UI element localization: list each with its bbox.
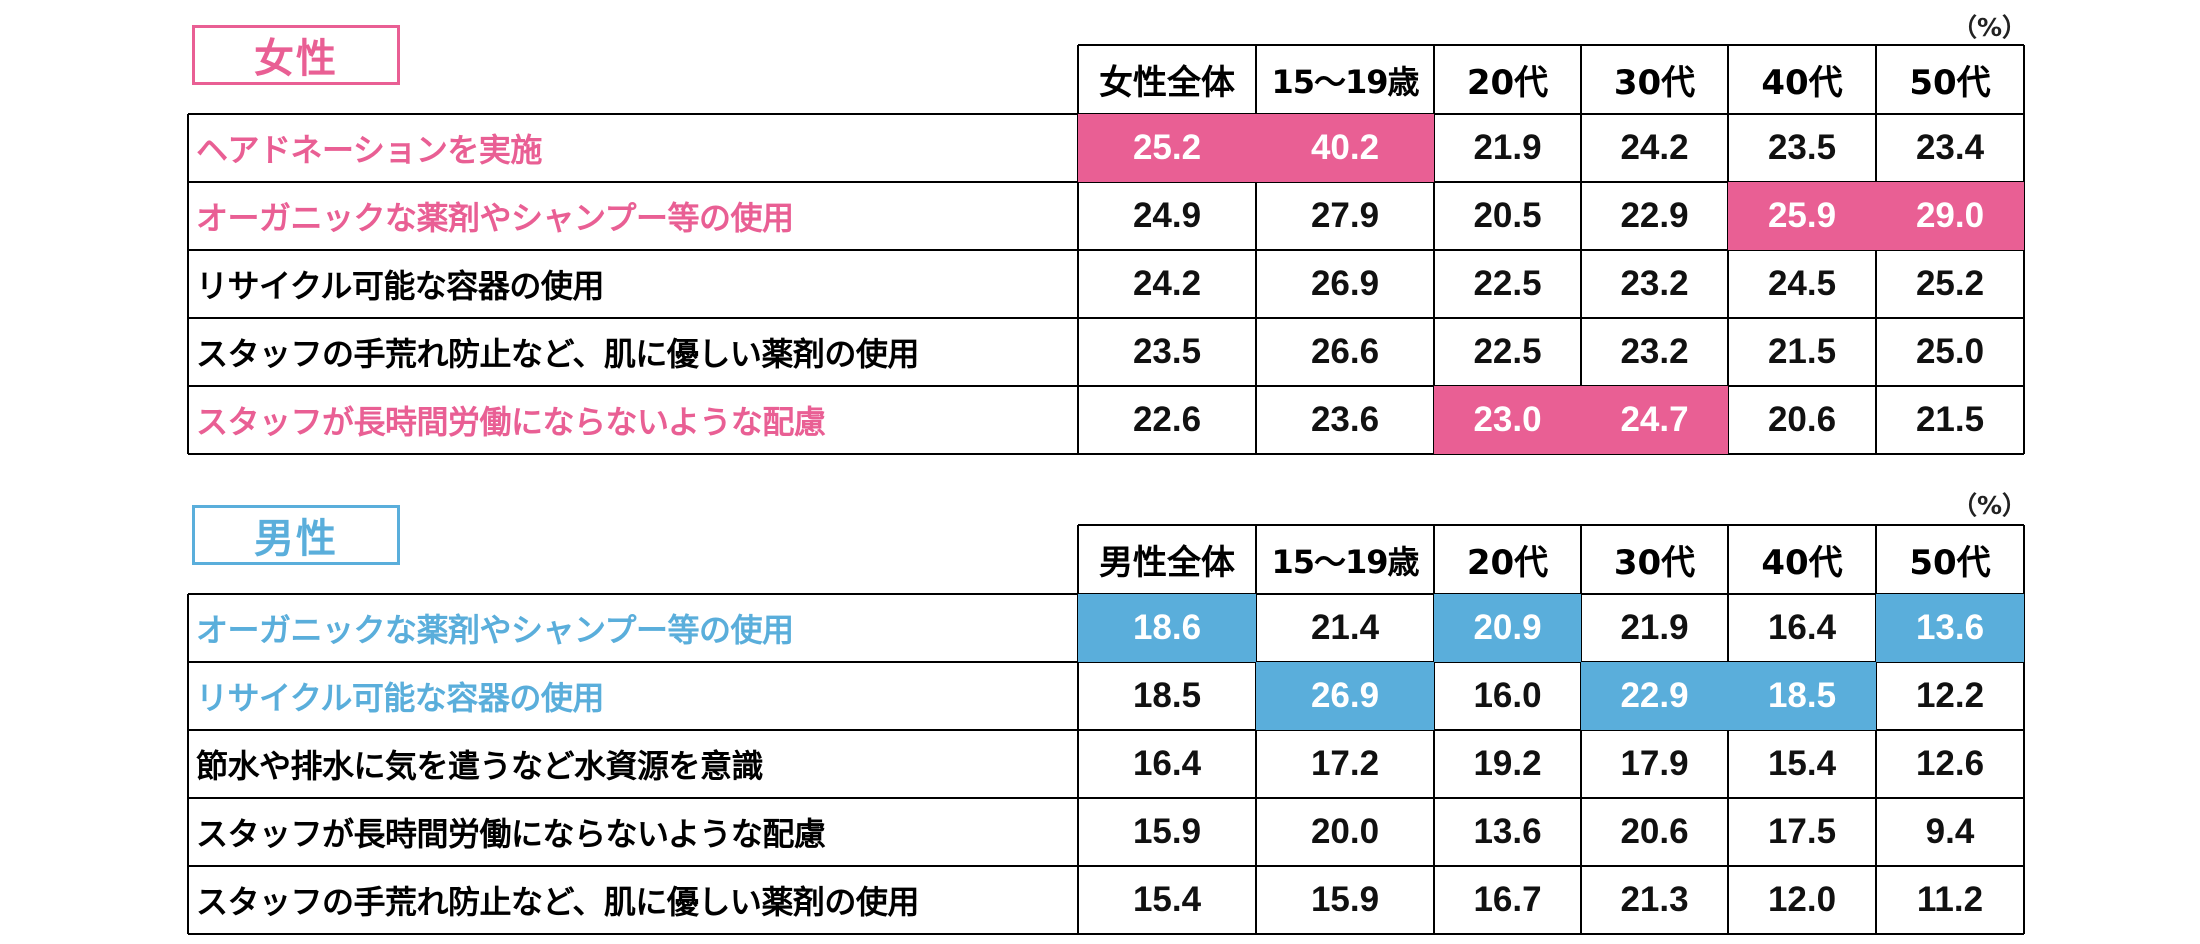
female-row-label: オーガニックな薬剤やシャンプー等の使用 [196, 199, 794, 237]
female-value-cell: 23.2 [1620, 264, 1689, 303]
female-value-cell: 22.5 [1473, 332, 1542, 371]
female-value-cell: 23.5 [1767, 128, 1837, 167]
male-value-cell: 21.3 [1620, 880, 1689, 919]
female-row-label: リサイクル可能な容器の使用 [196, 267, 604, 305]
male-value-cell: 17.9 [1620, 744, 1689, 783]
male-value-cell: 22.9 [1581, 662, 1728, 730]
male-value-cell: 16.4 [1767, 608, 1837, 647]
female-column-header: 20代 [1466, 63, 1549, 103]
male-value-cell: 20.9 [1434, 594, 1581, 662]
male-value-cell: 18.5 [1728, 662, 1876, 730]
female-value-cell: 25.2 [1915, 264, 1985, 303]
male-column-header: 15～19歳 [1271, 542, 1419, 581]
male-row-label: スタッフの手荒れ防止など、肌に優しい薬剤の使用 [196, 883, 919, 921]
male-value-cell: 12.0 [1767, 880, 1837, 919]
female-value-cell: 21.9 [1473, 128, 1542, 167]
female-value-cell: 27.9 [1310, 196, 1380, 235]
female-value-cell: 26.6 [1310, 332, 1380, 371]
female-value-cell: 22.5 [1473, 264, 1542, 303]
male-value-cell: 16.0 [1473, 676, 1542, 715]
male-column-header: 50代 [1909, 543, 1991, 583]
male-row-label: スタッフが長時間労働にならないような配慮 [196, 815, 826, 853]
female-value-cell: 23.0 [1434, 386, 1581, 454]
female-column-header: 40代 [1761, 63, 1843, 103]
female-row-label: スタッフが長時間労働にならないような配慮 [196, 403, 826, 441]
male-row-label: オーガニックな薬剤やシャンプー等の使用 [196, 611, 794, 649]
male-value-cell: 20.6 [1620, 812, 1689, 851]
male-value-cell: 21.9 [1620, 608, 1689, 647]
male-value-cell: 13.6 [1876, 594, 2024, 662]
female-value-cell: 23.6 [1310, 400, 1380, 439]
female-column-header: 女性全体 [1099, 63, 1235, 103]
female-value-cell: 29.0 [1876, 182, 2024, 250]
female-column-header: 30代 [1613, 63, 1696, 103]
female-row-label: ヘアドネーションを実施 [196, 131, 542, 169]
female-value-cell: 24.7 [1581, 386, 1728, 454]
male-value-cell: 11.2 [1916, 880, 1984, 919]
male-value-cell: 12.6 [1915, 744, 1985, 783]
male-value-cell: 18.6 [1078, 594, 1256, 662]
female-value-cell: 20.5 [1473, 196, 1542, 235]
male-value-cell: 9.4 [1925, 812, 1975, 851]
male-column-header: 20代 [1466, 543, 1549, 583]
female-value-cell: 25.2 [1078, 114, 1256, 182]
male-value-cell: 16.4 [1132, 744, 1202, 783]
male-value-cell: 20.0 [1310, 812, 1380, 851]
female-section-title: 女性 [192, 25, 400, 85]
male-value-cell: 16.7 [1473, 880, 1542, 919]
male-row-label: リサイクル可能な容器の使用 [196, 679, 604, 717]
male-value-cell: 15.9 [1132, 812, 1202, 851]
male-column-header: 男性全体 [1099, 543, 1235, 583]
male-value-cell: 13.6 [1473, 812, 1542, 851]
female-column-header: 15～19歳 [1271, 62, 1419, 101]
female-row-label: スタッフの手荒れ防止など、肌に優しい薬剤の使用 [196, 335, 919, 373]
male-column-header: 40代 [1761, 543, 1843, 583]
male-value-cell: 15.4 [1767, 744, 1837, 783]
female-value-cell: 40.2 [1256, 114, 1434, 182]
male-value-cell: 15.4 [1132, 880, 1202, 919]
female-column-header: 50代 [1909, 63, 1991, 103]
male-value-cell: 26.9 [1256, 662, 1434, 730]
male-unit-label: （%） [1952, 491, 2028, 520]
female-value-cell: 24.9 [1132, 196, 1202, 235]
female-value-cell: 23.5 [1132, 332, 1202, 371]
male-column-header: 30代 [1613, 543, 1696, 583]
female-value-cell: 25.0 [1915, 332, 1985, 371]
male-row-label: 節水や排水に気を遣うなど水資源を意識 [196, 747, 764, 785]
male-value-cell: 17.2 [1310, 744, 1380, 783]
female-value-cell: 21.5 [1915, 400, 1985, 439]
male-value-cell: 21.4 [1310, 608, 1380, 647]
female-value-cell: 24.2 [1132, 264, 1202, 303]
female-value-cell: 22.9 [1620, 196, 1689, 235]
female-value-cell: 25.9 [1728, 182, 1876, 250]
female-value-cell: 23.4 [1915, 128, 1985, 167]
female-value-cell: 23.2 [1620, 332, 1689, 371]
female-value-cell: 24.2 [1620, 128, 1689, 167]
male-value-cell: 15.9 [1310, 880, 1380, 919]
male-section-title: 男性 [192, 505, 400, 565]
male-value-cell: 19.2 [1473, 744, 1542, 783]
female-value-cell: 22.6 [1132, 400, 1202, 439]
female-value-cell: 20.6 [1767, 400, 1837, 439]
female-value-cell: 24.5 [1767, 264, 1837, 303]
female-value-cell: 21.5 [1767, 332, 1837, 371]
male-value-cell: 18.5 [1132, 676, 1202, 715]
female-unit-label: （%） [1952, 13, 2028, 42]
female-value-cell: 26.9 [1310, 264, 1380, 303]
male-value-cell: 12.2 [1915, 676, 1985, 715]
male-value-cell: 17.5 [1767, 812, 1837, 851]
